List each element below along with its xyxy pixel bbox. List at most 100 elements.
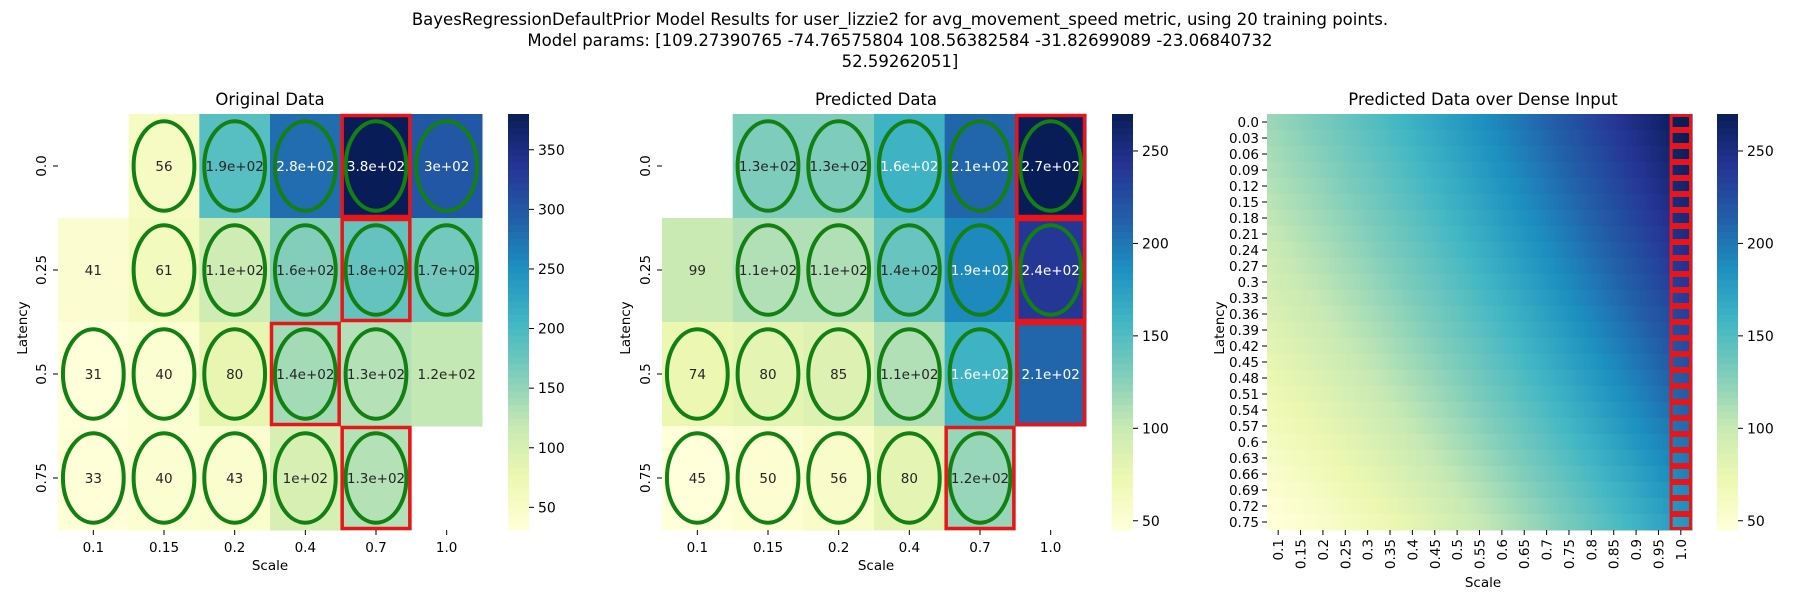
heatmap-cell xyxy=(1531,290,1536,307)
heatmap-cell xyxy=(1356,386,1361,403)
heatmap-cell xyxy=(1445,466,1451,483)
heatmap-cell xyxy=(1341,146,1346,163)
heatmap-cell xyxy=(1509,386,1514,403)
green-ellipse xyxy=(131,119,197,213)
heatmap-cell xyxy=(1319,226,1324,243)
heatmap-cell xyxy=(1624,306,1630,323)
heatmap-cell xyxy=(1401,194,1406,211)
heatmap-cell xyxy=(1535,226,1540,243)
heatmap-cell xyxy=(1382,370,1387,387)
heatmap-cell xyxy=(1464,354,1469,371)
x-tick-label: 0.7 xyxy=(969,540,990,556)
heatmap-cell xyxy=(1565,178,1570,195)
x-tick-label: 1.0 xyxy=(436,540,457,556)
heatmap-cell xyxy=(1468,338,1473,355)
heatmap-cell xyxy=(1673,210,1678,227)
heatmap-cell xyxy=(1550,210,1555,227)
heatmap-cell xyxy=(1665,162,1671,179)
heatmap-cell xyxy=(1352,290,1357,307)
heatmap-cell xyxy=(1505,194,1510,211)
heatmap-cell xyxy=(1304,290,1309,307)
heatmap-cell xyxy=(1632,178,1637,195)
heatmap-cell xyxy=(1378,338,1384,355)
heatmap-cell xyxy=(1360,146,1365,163)
heatmap-cell xyxy=(1509,434,1514,451)
heatmap-cell xyxy=(1684,450,1689,467)
heatmap-cell xyxy=(1639,306,1645,323)
heatmap-cell xyxy=(1665,354,1671,371)
heatmap-cell xyxy=(1404,402,1410,419)
heatmap-cell xyxy=(1296,402,1302,419)
colorbar-segment xyxy=(1112,155,1133,164)
heatmap-cell xyxy=(1595,242,1600,259)
heatmap-cell xyxy=(1583,514,1589,531)
heatmap-cell xyxy=(1416,418,1421,435)
heatmap-cell xyxy=(1628,498,1633,515)
heatmap-cell xyxy=(1535,370,1540,387)
heatmap-cell xyxy=(1624,354,1630,371)
heatmap-cell xyxy=(1460,482,1466,499)
heatmap-cell xyxy=(1322,354,1328,371)
heatmap-cell xyxy=(1375,450,1380,467)
x-tick-label: 0.15 xyxy=(753,540,783,556)
heatmap-cell xyxy=(1624,450,1630,467)
colorbar-segment xyxy=(508,218,529,226)
heatmap-cell xyxy=(1352,434,1357,451)
cell-value-label: 50 xyxy=(759,471,776,487)
heatmap-cell xyxy=(1524,290,1529,307)
heatmap-cell xyxy=(1468,354,1473,371)
heatmap-cell xyxy=(1442,386,1447,403)
heatmap-cell xyxy=(1322,258,1328,275)
heatmap-cell xyxy=(1472,306,1477,323)
heatmap-cell xyxy=(1371,162,1376,179)
heatmap-cell xyxy=(1378,514,1384,531)
colorbar-segment xyxy=(1717,280,1738,288)
heatmap-cell xyxy=(1572,338,1577,355)
heatmap-cell xyxy=(1334,290,1339,307)
heatmap-cell xyxy=(1524,514,1529,531)
heatmap-cell xyxy=(1326,498,1331,515)
colorbar-segment xyxy=(1717,190,1738,198)
heatmap-cell xyxy=(1483,434,1488,451)
heatmap-cell xyxy=(1281,450,1287,467)
heatmap-cell xyxy=(1390,178,1395,195)
heatmap-cell xyxy=(1460,450,1466,467)
heatmap-cell xyxy=(1296,322,1302,339)
heatmap-cell xyxy=(1281,130,1287,147)
red-box xyxy=(944,425,1016,531)
green-ellipse xyxy=(202,431,268,525)
heatmap-cell xyxy=(1367,226,1372,243)
heatmap-cell xyxy=(1326,274,1331,291)
heatmap-cell xyxy=(1632,514,1637,531)
heatmap-cell xyxy=(1490,210,1495,227)
heatmap-cell xyxy=(1606,402,1611,419)
heatmap-cell xyxy=(1449,162,1454,179)
heatmap-cell xyxy=(1684,322,1689,339)
heatmap-cell xyxy=(1412,338,1417,355)
heatmap-cell xyxy=(1457,146,1462,163)
heatmap-cell xyxy=(1475,290,1480,307)
heatmap-cell xyxy=(1449,146,1454,163)
heatmap-cell xyxy=(1326,306,1331,323)
heatmap-cell xyxy=(1513,498,1518,515)
heatmap-cell xyxy=(1654,514,1659,531)
heatmap-cell xyxy=(1609,514,1615,531)
heatmap-cell xyxy=(1539,306,1544,323)
heatmap-cell xyxy=(1587,178,1592,195)
heatmap-cell xyxy=(1498,258,1503,275)
heatmap-cell xyxy=(1639,274,1645,291)
heatmap-cell xyxy=(1267,418,1272,435)
green-ellipse xyxy=(202,119,268,213)
heatmap-cell xyxy=(1554,162,1559,179)
heatmap-cell xyxy=(1416,322,1421,339)
heatmap-cell xyxy=(1490,226,1495,243)
heatmap-cell xyxy=(1501,482,1507,499)
heatmap-cell xyxy=(1643,466,1648,483)
heatmap-cell xyxy=(1595,466,1600,483)
heatmap-cell xyxy=(1285,386,1290,403)
heatmap-cell xyxy=(1378,466,1384,483)
y-axis-ticks: 0.00.250.50.75 xyxy=(34,155,58,493)
heatmap-cell xyxy=(1535,450,1540,467)
